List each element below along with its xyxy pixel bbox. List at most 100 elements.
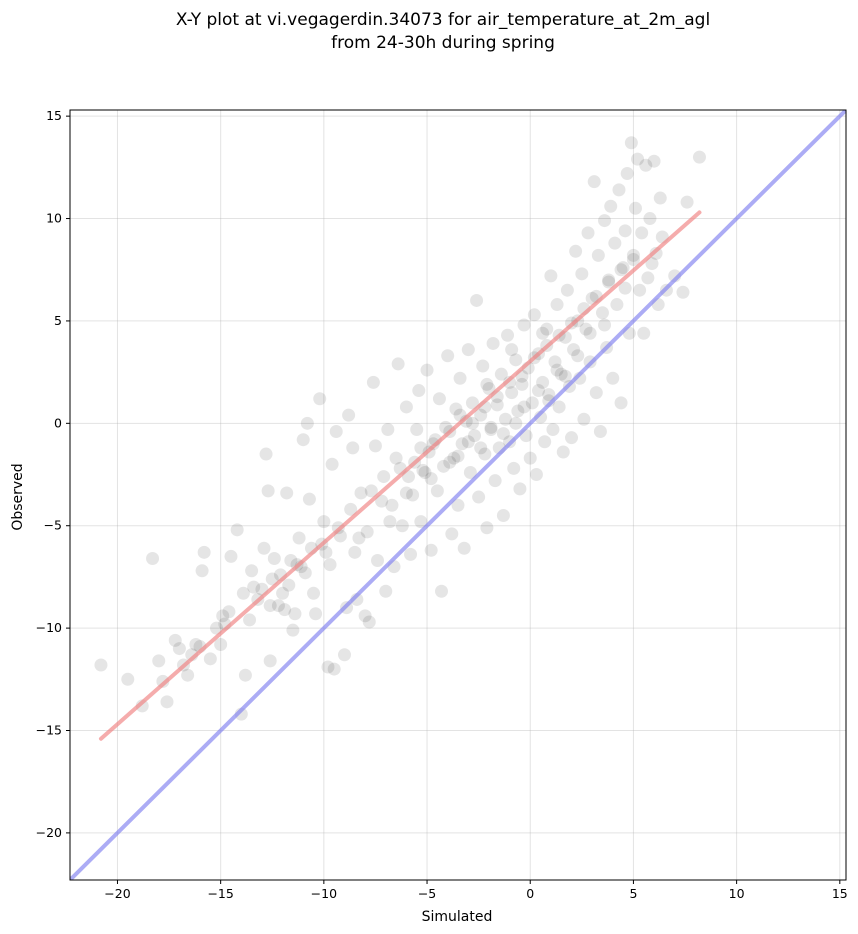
scatter-point [577, 412, 591, 426]
scatter-point [612, 183, 626, 197]
scatter-point [160, 695, 174, 709]
scatter-point [631, 152, 645, 166]
scatter-point [571, 349, 585, 363]
scatter-point [214, 637, 228, 651]
scatter-point [565, 431, 579, 445]
y-tick-label: 10 [46, 211, 62, 226]
scatter-point [197, 545, 211, 559]
scatter-point [337, 648, 351, 662]
x-tick-label: −15 [207, 886, 233, 901]
scatter-point [647, 154, 661, 168]
scatter-point [608, 236, 622, 250]
scatter-point [210, 621, 224, 635]
scatter-point [298, 566, 312, 580]
scatter-point [414, 515, 428, 529]
scatter-point [284, 554, 298, 568]
scatter-point [368, 439, 382, 453]
scatter-point [172, 642, 186, 656]
plot-frame [69, 109, 847, 881]
scatter-point [375, 494, 389, 508]
scatter-point [676, 285, 690, 299]
scatter-point [261, 484, 275, 498]
scatter-point [346, 441, 360, 455]
scatter-point [486, 336, 500, 350]
scatter-point [222, 605, 236, 619]
x-tick-label: 0 [526, 886, 534, 901]
scatter-point [420, 363, 434, 377]
scatter-point [517, 318, 531, 332]
scatter-point [548, 355, 562, 369]
y-tick-label: −10 [36, 620, 62, 635]
scatter-point [498, 412, 512, 426]
scatter-point [399, 400, 413, 414]
scatter-point [271, 599, 285, 613]
scatter-point [383, 515, 397, 529]
scatter-point [567, 343, 581, 357]
scatter-point [278, 603, 292, 617]
scatter-point [591, 248, 605, 262]
scatter-point [552, 400, 566, 414]
scatter-point [247, 580, 261, 594]
scatter-point [692, 150, 706, 164]
scatter-point [602, 273, 616, 287]
y-tick-label: 15 [46, 108, 62, 123]
scatter-point [288, 607, 302, 621]
scatter-point [496, 508, 510, 522]
scatter-point [507, 461, 521, 475]
scatter-point [414, 441, 428, 455]
scatter-point [480, 521, 494, 535]
scatter-point [230, 523, 244, 537]
scatter-point [321, 660, 335, 674]
scatter-point [480, 377, 494, 391]
x-tick-label: 5 [629, 886, 637, 901]
scatter-point [581, 226, 595, 240]
scatter-point [620, 166, 634, 180]
scatter-point [416, 463, 430, 477]
scatter-point [449, 402, 463, 416]
scatter-point [544, 269, 558, 283]
scatter-point [635, 226, 649, 240]
scatter-point [257, 541, 271, 555]
scatter-point [488, 474, 502, 488]
scatter-point [453, 371, 467, 385]
scatter-point [478, 447, 492, 461]
lines-layer [70, 110, 846, 880]
scatter-point [189, 637, 203, 651]
scatter-point [280, 486, 294, 500]
scatter-point [377, 470, 391, 484]
scatter-point [628, 201, 642, 215]
scatter-point [529, 468, 543, 482]
scatter-point [441, 349, 455, 363]
scatter-point [556, 445, 570, 459]
scatter-point [371, 554, 385, 568]
scatter-point [282, 578, 296, 592]
scatter-point [395, 519, 409, 533]
scatter-point [302, 492, 316, 506]
y-tick-label: −20 [36, 825, 62, 840]
scatter-point [550, 363, 564, 377]
scatter-point [259, 447, 273, 461]
scatter-point [461, 435, 475, 449]
scatter-point [484, 420, 498, 434]
scatter-point [593, 425, 607, 439]
scatter-point [560, 283, 574, 297]
scatter-point [643, 212, 657, 226]
scatter-point [618, 281, 632, 295]
scatter-point [263, 654, 277, 668]
scatter-point [626, 252, 640, 266]
scatter-point [587, 175, 601, 189]
scatter-point [121, 672, 135, 686]
points-layer [94, 136, 706, 721]
scatter-point [292, 531, 306, 545]
scatter-point [94, 658, 108, 672]
scatter-point [461, 343, 475, 357]
scatter-point [511, 404, 525, 418]
scatter-point [443, 455, 457, 469]
scatter-point [558, 369, 572, 383]
scatter-point [472, 490, 486, 504]
scatter-point [476, 359, 490, 373]
scatter-point [152, 654, 166, 668]
chart-title-line1: X-Y plot at vi.vegagerdin.34073 for air_… [176, 10, 710, 30]
scatter-point [614, 263, 628, 277]
scatter-point [540, 322, 554, 336]
